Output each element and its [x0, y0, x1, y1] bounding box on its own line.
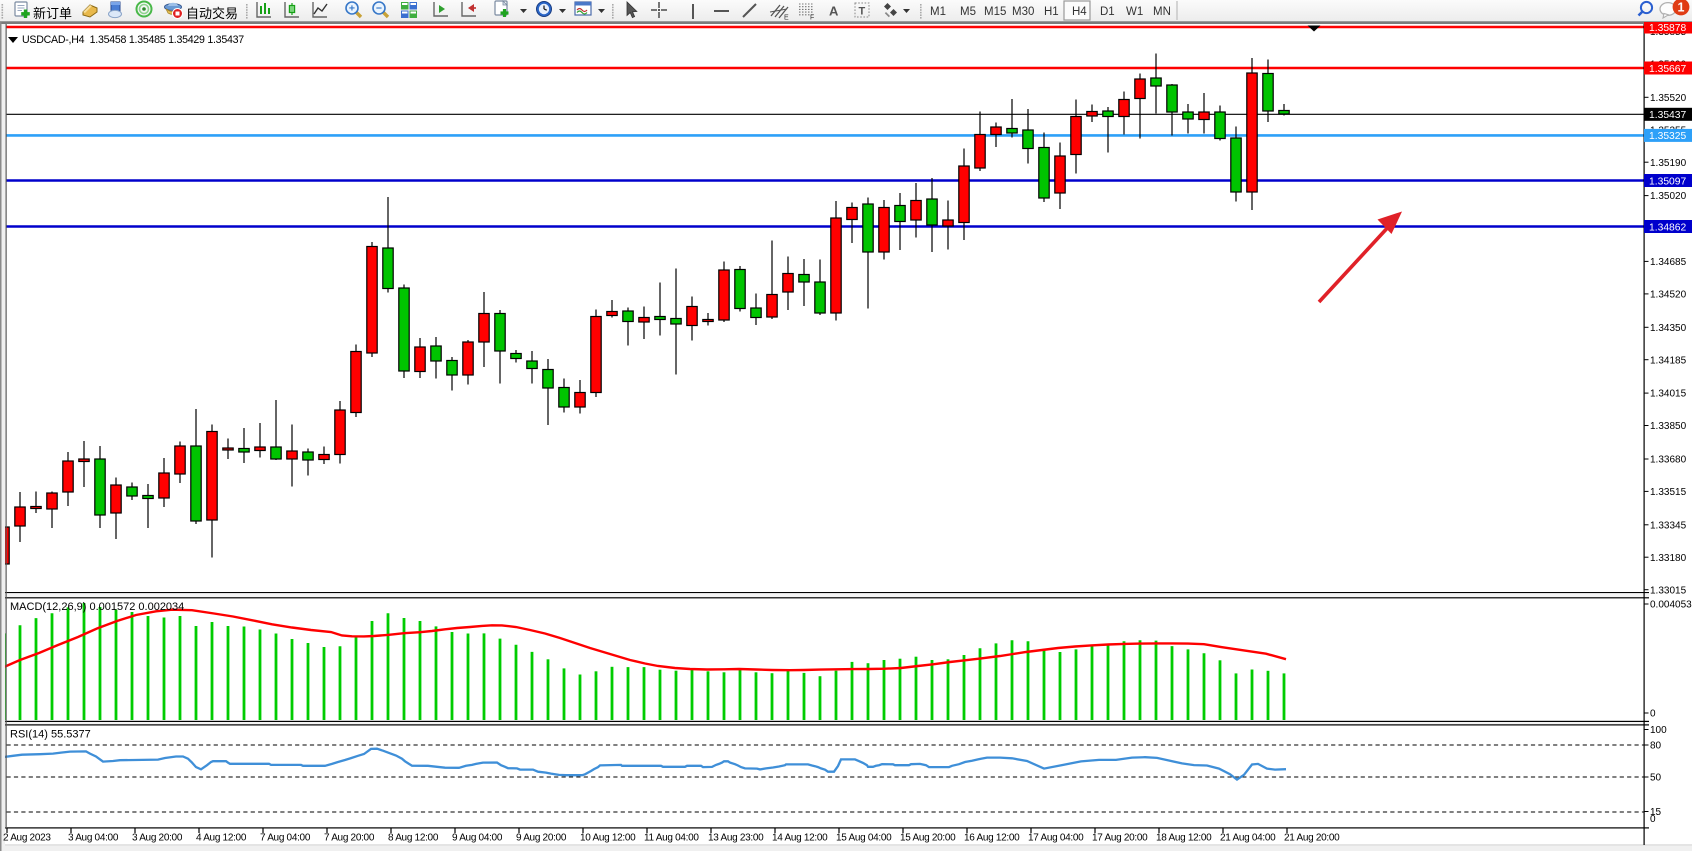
svg-text:16 Aug 12:00: 16 Aug 12:00 — [964, 833, 1020, 844]
svg-text:21 Aug 04:00: 21 Aug 04:00 — [1220, 833, 1276, 844]
svg-text:1.35878: 1.35878 — [1649, 23, 1686, 34]
svg-text:1.33015: 1.33015 — [1650, 585, 1687, 596]
svg-text:1: 1 — [1678, 0, 1685, 14]
svg-text:MN: MN — [1153, 6, 1171, 18]
svg-text:1.33515: 1.33515 — [1650, 487, 1687, 498]
svg-text:M1: M1 — [930, 6, 946, 18]
svg-text:1.35520: 1.35520 — [1650, 93, 1687, 104]
svg-text:11 Aug 04:00: 11 Aug 04:00 — [644, 833, 699, 844]
svg-text:1.35190: 1.35190 — [1650, 158, 1687, 169]
svg-text:A: A — [829, 4, 839, 19]
svg-text:13 Aug 23:00: 13 Aug 23:00 — [708, 833, 764, 844]
svg-text:1.35097: 1.35097 — [1649, 176, 1686, 187]
svg-text:F: F — [810, 15, 814, 22]
svg-text:1.35325: 1.35325 — [1649, 131, 1686, 142]
svg-text:8 Aug 12:00: 8 Aug 12:00 — [388, 833, 439, 844]
svg-text:−: − — [376, 3, 382, 15]
svg-text:15 Aug 20:00: 15 Aug 20:00 — [900, 833, 956, 844]
svg-text:1.35667: 1.35667 — [1649, 64, 1686, 75]
svg-text:7 Aug 20:00: 7 Aug 20:00 — [324, 833, 375, 844]
svg-text:15 Aug 04:00: 15 Aug 04:00 — [836, 833, 892, 844]
svg-text:H1: H1 — [1044, 6, 1059, 18]
svg-text:W1: W1 — [1126, 6, 1143, 18]
svg-text:1.34185: 1.34185 — [1650, 355, 1687, 366]
svg-text:1.34350: 1.34350 — [1650, 323, 1687, 334]
svg-text:7 Aug 04:00: 7 Aug 04:00 — [260, 833, 311, 844]
svg-text:1.34685: 1.34685 — [1650, 257, 1687, 268]
svg-text:17 Aug 20:00: 17 Aug 20:00 — [1092, 833, 1148, 844]
svg-text:D1: D1 — [1100, 6, 1115, 18]
svg-text:1.35437: 1.35437 — [1649, 110, 1686, 121]
svg-text:50: 50 — [1650, 773, 1662, 784]
svg-text:15: 15 — [1650, 807, 1662, 818]
svg-text:1.33680: 1.33680 — [1650, 455, 1687, 466]
svg-text:1.33345: 1.33345 — [1650, 520, 1687, 531]
svg-text:1.34015: 1.34015 — [1650, 389, 1687, 400]
svg-text:1.34862: 1.34862 — [1649, 222, 1686, 233]
svg-text:0: 0 — [1650, 709, 1656, 720]
svg-text:H4: H4 — [1072, 6, 1087, 18]
svg-text:9 Aug 20:00: 9 Aug 20:00 — [516, 833, 567, 844]
svg-text:2 Aug 2023: 2 Aug 2023 — [3, 833, 51, 844]
svg-text:MACD(12,26,9) 0.001572 0.00203: MACD(12,26,9) 0.001572 0.002034 — [10, 601, 184, 613]
svg-text:M5: M5 — [960, 6, 976, 18]
svg-text:1.35020: 1.35020 — [1650, 191, 1687, 202]
svg-text:0: 0 — [1650, 814, 1656, 825]
svg-text:USDCAD-,H4 1.35458 1.35485 1.: USDCAD-,H4 1.35458 1.35485 1.35429 1.354… — [22, 34, 244, 46]
svg-text:E: E — [784, 15, 789, 22]
svg-text:3 Aug 04:00: 3 Aug 04:00 — [68, 833, 119, 844]
svg-text:1.33180: 1.33180 — [1650, 553, 1687, 564]
svg-text:80: 80 — [1650, 741, 1662, 752]
svg-text:T: T — [859, 6, 866, 18]
svg-text:+: + — [349, 3, 355, 15]
svg-text:21 Aug 20:00: 21 Aug 20:00 — [1284, 833, 1340, 844]
svg-text:3 Aug 20:00: 3 Aug 20:00 — [132, 833, 183, 844]
svg-text:9 Aug 04:00: 9 Aug 04:00 — [452, 833, 503, 844]
svg-text:17 Aug 04:00: 17 Aug 04:00 — [1028, 833, 1084, 844]
svg-text:100: 100 — [1650, 725, 1667, 736]
svg-text:14 Aug 12:00: 14 Aug 12:00 — [772, 833, 828, 844]
svg-text:1.33850: 1.33850 — [1650, 421, 1687, 432]
svg-text:18 Aug 12:00: 18 Aug 12:00 — [1156, 833, 1212, 844]
svg-text:4 Aug 12:00: 4 Aug 12:00 — [196, 833, 247, 844]
svg-text:M30: M30 — [1012, 6, 1034, 18]
svg-text:10 Aug 12:00: 10 Aug 12:00 — [580, 833, 636, 844]
svg-text:M15: M15 — [984, 6, 1006, 18]
svg-text:0.004053: 0.004053 — [1650, 600, 1692, 611]
svg-text:1.34520: 1.34520 — [1650, 290, 1687, 301]
svg-text:RSI(14) 55.5377: RSI(14) 55.5377 — [10, 729, 91, 741]
